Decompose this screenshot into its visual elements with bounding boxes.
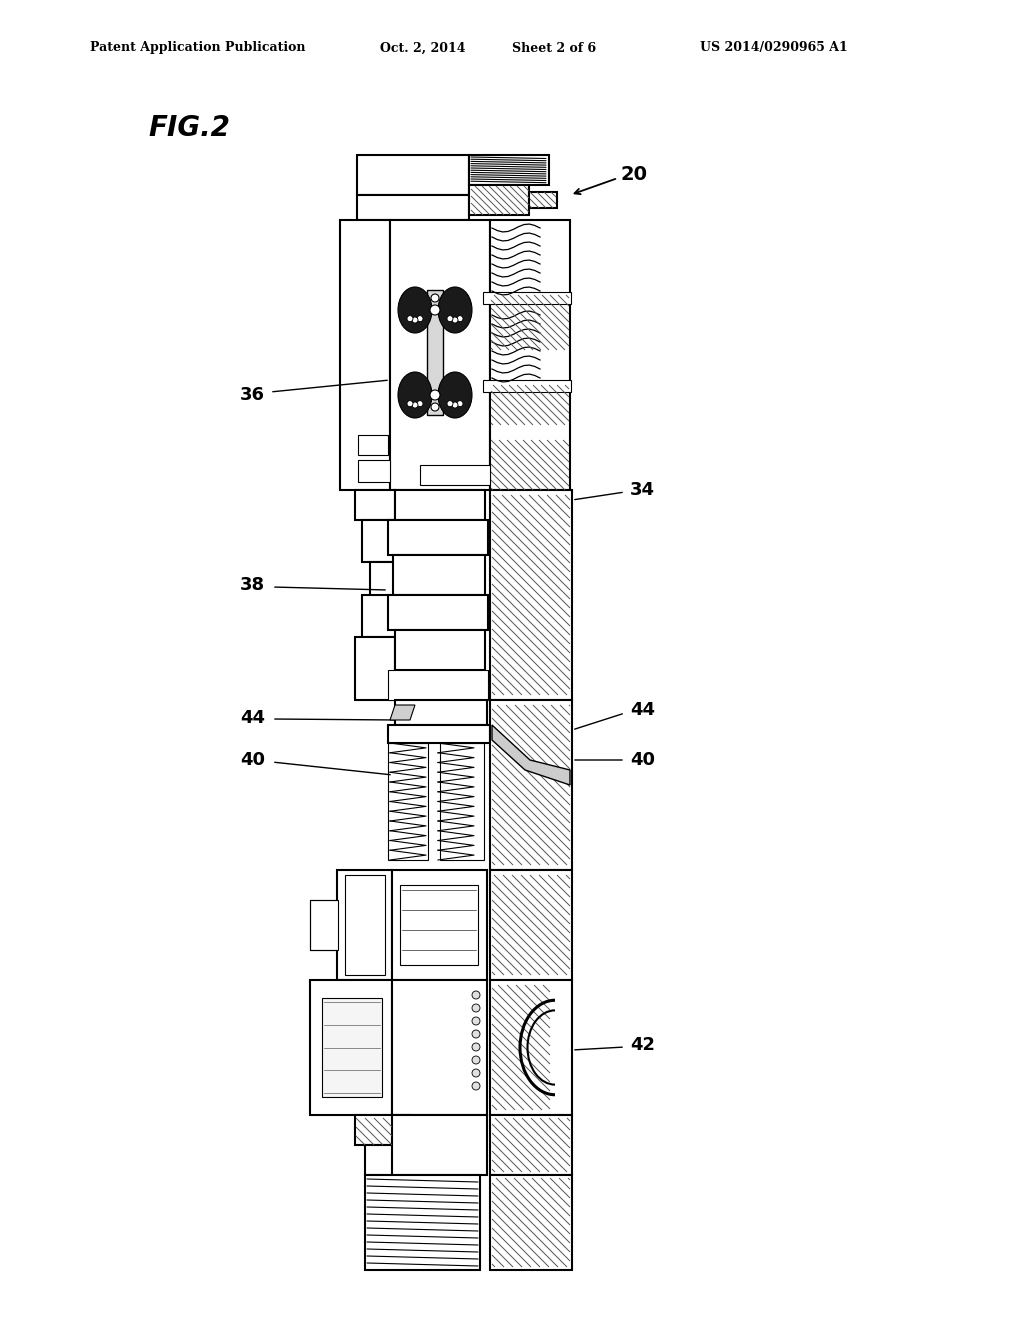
Bar	[365, 1175, 480, 1270]
Circle shape	[472, 991, 480, 999]
Bar	[395, 490, 485, 520]
Bar	[355, 638, 395, 700]
Bar	[357, 195, 469, 220]
Bar	[420, 465, 490, 484]
Bar	[340, 220, 390, 490]
Bar	[362, 520, 414, 562]
Circle shape	[472, 1082, 480, 1090]
Bar	[388, 725, 490, 743]
Circle shape	[472, 1056, 480, 1064]
Bar	[395, 700, 487, 725]
Circle shape	[447, 315, 453, 322]
Bar	[469, 185, 529, 215]
Circle shape	[472, 1069, 480, 1077]
Circle shape	[457, 401, 463, 407]
Text: FIG.2: FIG.2	[148, 114, 229, 143]
Circle shape	[431, 403, 439, 411]
Bar	[392, 979, 487, 1115]
Bar	[310, 900, 338, 950]
Polygon shape	[492, 725, 570, 785]
Bar	[427, 290, 443, 414]
Ellipse shape	[398, 372, 432, 418]
Bar	[490, 1115, 572, 1175]
Bar	[490, 870, 572, 979]
Bar	[370, 562, 418, 615]
Bar	[483, 380, 571, 392]
Circle shape	[417, 315, 423, 322]
Text: Sheet 2 of 6: Sheet 2 of 6	[512, 41, 596, 54]
Circle shape	[407, 401, 413, 407]
Bar	[357, 154, 469, 195]
Text: 20: 20	[620, 165, 647, 185]
Circle shape	[407, 315, 413, 322]
Bar	[390, 220, 490, 490]
Bar	[392, 1115, 487, 1175]
Bar	[393, 554, 485, 595]
Circle shape	[447, 401, 453, 407]
Text: 44: 44	[630, 701, 655, 719]
Bar	[490, 700, 572, 870]
Text: Oct. 2, 2014: Oct. 2, 2014	[380, 41, 466, 54]
Circle shape	[472, 1043, 480, 1051]
Circle shape	[430, 305, 440, 315]
Ellipse shape	[438, 372, 472, 418]
Circle shape	[412, 317, 418, 323]
Circle shape	[412, 403, 418, 408]
Bar	[388, 595, 488, 630]
Bar	[483, 292, 571, 304]
Bar	[388, 743, 428, 861]
Circle shape	[472, 1030, 480, 1038]
Circle shape	[452, 317, 458, 323]
Bar	[388, 671, 488, 700]
Ellipse shape	[438, 286, 472, 333]
Text: 42: 42	[630, 1036, 655, 1053]
Circle shape	[417, 401, 423, 407]
Circle shape	[430, 389, 440, 400]
Text: US 2014/0290965 A1: US 2014/0290965 A1	[700, 41, 848, 54]
Text: 40: 40	[240, 751, 265, 770]
Bar	[469, 154, 549, 185]
Bar	[388, 520, 488, 554]
Bar	[310, 979, 392, 1115]
Text: Patent Application Publication: Patent Application Publication	[90, 41, 305, 54]
Text: 40: 40	[630, 751, 655, 770]
Circle shape	[452, 403, 458, 408]
Bar	[392, 870, 487, 979]
Text: 34: 34	[630, 480, 655, 499]
Text: 38: 38	[240, 576, 265, 594]
Circle shape	[431, 294, 439, 302]
Bar	[358, 436, 388, 455]
Bar	[355, 490, 395, 520]
Bar	[440, 743, 484, 861]
Circle shape	[457, 315, 463, 322]
Bar	[355, 1115, 410, 1144]
Bar	[490, 979, 572, 1115]
Circle shape	[472, 1005, 480, 1012]
Bar	[358, 459, 390, 482]
Text: 36: 36	[240, 385, 265, 404]
Circle shape	[472, 1016, 480, 1026]
Bar	[529, 191, 557, 209]
Polygon shape	[390, 705, 415, 719]
Bar	[345, 875, 385, 975]
Text: 44: 44	[240, 709, 265, 727]
Bar	[490, 490, 572, 700]
Bar	[490, 1175, 572, 1270]
Bar	[395, 630, 485, 671]
Bar	[490, 220, 570, 490]
Bar	[400, 884, 478, 965]
Bar	[322, 998, 382, 1097]
Bar	[365, 1144, 410, 1175]
Bar	[362, 595, 414, 638]
Bar	[337, 870, 392, 979]
Ellipse shape	[398, 286, 432, 333]
